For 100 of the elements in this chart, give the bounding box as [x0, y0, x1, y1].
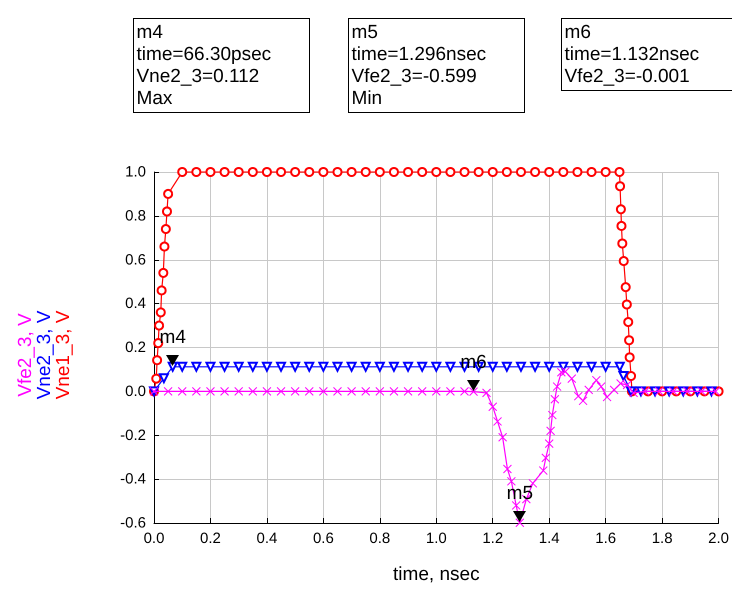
- text: Vne2_3, V: [34, 310, 55, 400]
- point: [596, 382, 606, 392]
- point: [417, 362, 428, 372]
- point: [445, 362, 456, 372]
- x-tick-label: 0.4: [256, 530, 278, 547]
- x-tick-label: 2.0: [708, 530, 730, 547]
- text: m6 time=1.132nsec Vfe2_3=-0.001: [564, 22, 700, 87]
- y-tick-label: 0.0: [125, 382, 146, 400]
- point: [629, 388, 638, 398]
- point: [482, 388, 492, 398]
- point: [276, 386, 286, 396]
- point: [304, 362, 314, 372]
- point: [548, 410, 557, 420]
- point: [446, 386, 455, 396]
- x-tick-label: 1.6: [595, 530, 616, 547]
- point: [388, 362, 399, 372]
- point: [432, 386, 441, 396]
- point: [711, 386, 720, 396]
- point: [418, 386, 427, 396]
- point: [375, 386, 384, 396]
- point: [516, 362, 526, 372]
- point: [538, 466, 548, 476]
- point: [493, 416, 502, 426]
- text: m4 time=66.30psec Vne2_3=0.112 Max: [136, 22, 272, 109]
- point: [614, 362, 625, 372]
- point: [488, 362, 498, 372]
- point: [318, 362, 328, 372]
- point: [262, 362, 272, 372]
- point: [164, 386, 173, 396]
- point: [530, 362, 540, 372]
- y-tick-label: -0.4: [120, 470, 146, 488]
- point: [460, 386, 470, 396]
- point: [683, 386, 692, 396]
- point: [361, 386, 370, 396]
- point: [374, 362, 385, 372]
- point: [697, 386, 706, 396]
- point: [488, 402, 498, 412]
- point: [346, 362, 357, 372]
- point: [360, 362, 371, 372]
- annotation: m4: [160, 326, 186, 348]
- y-tick-label: 0.4: [125, 295, 146, 312]
- point: [602, 392, 612, 402]
- point: [668, 386, 678, 396]
- point: [347, 386, 356, 396]
- x-tick-label: 0.8: [369, 530, 390, 547]
- point: [567, 374, 576, 384]
- point: [469, 387, 478, 396]
- x-tick-label: 0.6: [312, 530, 334, 547]
- x-tick-label: 1.4: [538, 530, 560, 547]
- point: [220, 362, 230, 372]
- point: [592, 376, 601, 385]
- point: [234, 386, 244, 396]
- point: [403, 362, 414, 372]
- point: [586, 362, 597, 372]
- text: Vne1_3, V: [53, 310, 74, 400]
- point: [556, 368, 566, 377]
- point: [515, 518, 524, 528]
- point: [276, 362, 286, 372]
- x-tick-label: 1.8: [652, 530, 673, 547]
- point: [574, 392, 583, 401]
- x-tick-label: 0.2: [200, 530, 221, 547]
- point: [404, 386, 413, 396]
- point: [262, 386, 272, 396]
- point: [618, 371, 628, 382]
- point: [622, 380, 632, 390]
- point: [318, 386, 328, 396]
- text: m5 time=1.296nsec Vfe2_3=-0.599 Min: [352, 22, 486, 109]
- y-tick-label: 1.0: [125, 164, 146, 180]
- point: [546, 426, 556, 436]
- point: [544, 439, 554, 448]
- point: [502, 362, 512, 372]
- point: [578, 396, 588, 406]
- point: [158, 373, 169, 384]
- point: [498, 432, 508, 442]
- point: [541, 453, 550, 462]
- point: [616, 378, 626, 388]
- point: [560, 367, 570, 376]
- point: [654, 386, 664, 396]
- x-axis-title: time, nsec: [392, 564, 480, 585]
- point: [552, 382, 562, 392]
- x-tick-label: 0.0: [144, 530, 164, 547]
- y-tick-label: -0.6: [120, 514, 146, 532]
- point: [610, 385, 619, 394]
- x-tick-label: 1.0: [426, 530, 447, 547]
- y-tick-label: 0.6: [125, 251, 146, 268]
- point: [205, 362, 216, 372]
- text: Vfe2_3, V: [15, 312, 36, 397]
- point: [177, 362, 188, 372]
- point: [572, 362, 582, 372]
- point: [220, 386, 230, 396]
- point: [431, 362, 442, 372]
- point: [502, 464, 512, 474]
- y-tick-label: -0.2: [120, 426, 146, 444]
- point: [640, 386, 650, 396]
- y-tick-label: 0.2: [125, 339, 146, 356]
- point: [584, 385, 594, 394]
- point: [332, 362, 342, 372]
- point: [192, 386, 201, 396]
- point: [544, 362, 554, 372]
- point: [332, 386, 342, 396]
